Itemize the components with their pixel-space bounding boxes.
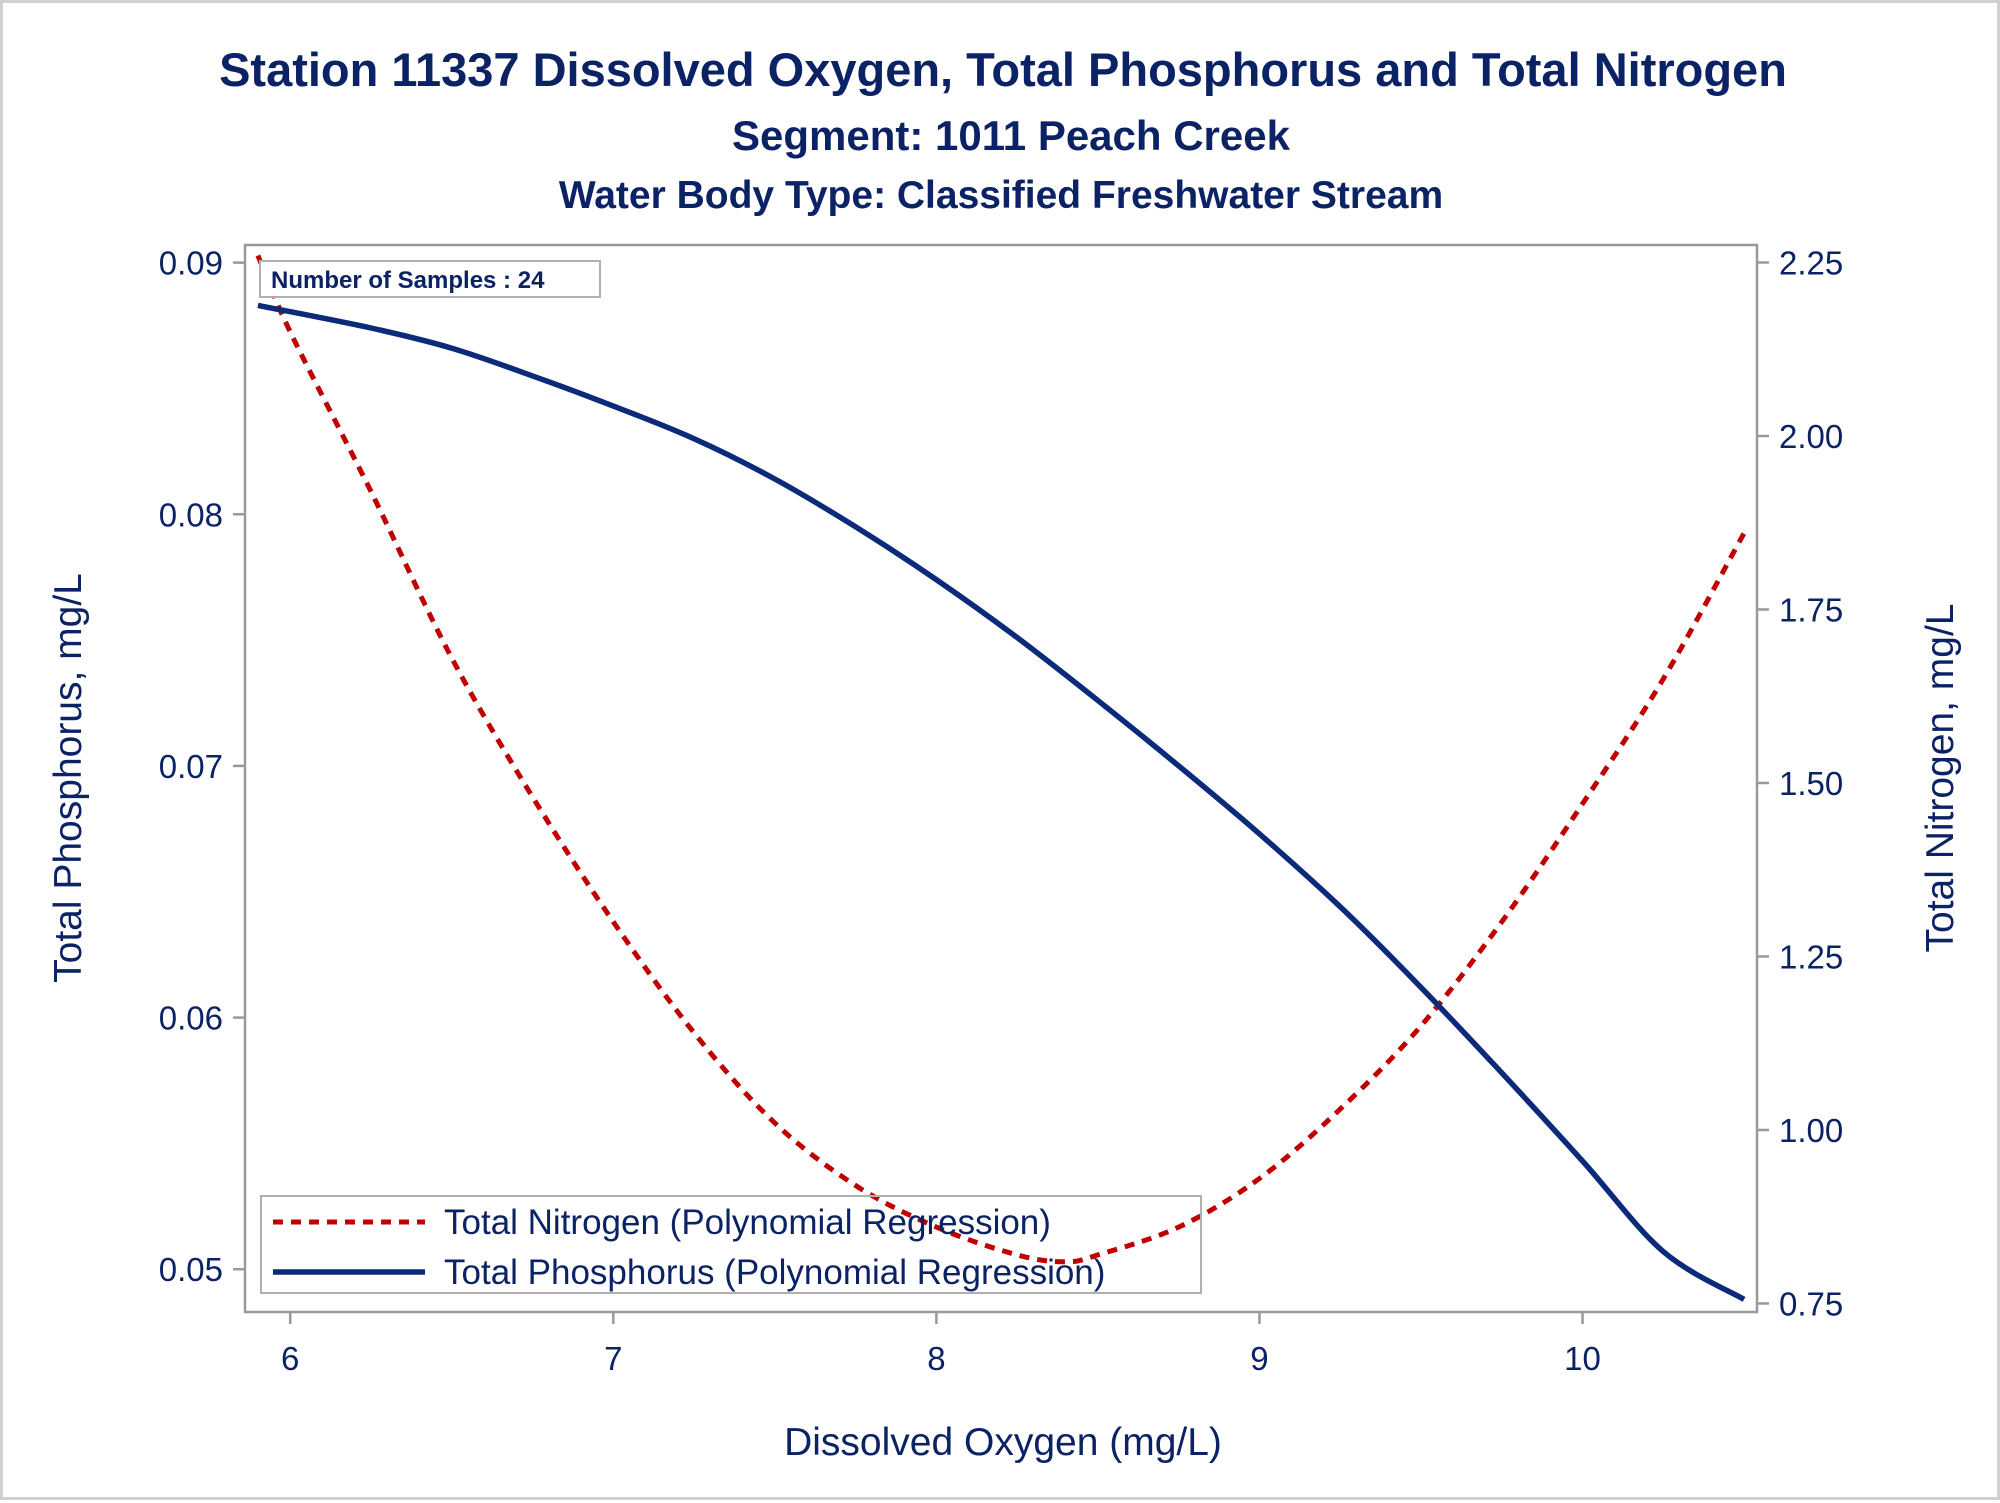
legend-box — [260, 1195, 1202, 1294]
samples-inset-box — [259, 260, 601, 298]
y-tick-label: 0.06 — [159, 1000, 223, 1037]
legend-label-nitrogen: Total Nitrogen (Polynomial Regression) — [444, 1203, 1051, 1242]
y-axis-right: 0.75 1.00 1.25 1.50 1.75 2.00 2.25 — [1757, 244, 1843, 1322]
plot-frame — [243, 243, 1759, 1314]
phosphorus-series-line — [257, 302, 1746, 1302]
x-axis-label: Dissolved Oxygen (mg/L) — [784, 1421, 1222, 1464]
chart-title: Station 11337 Dissolved Oxygen, Total Ph… — [219, 43, 1787, 96]
x-tick-label: 6 — [281, 1340, 299, 1377]
x-tick-label: 9 — [1250, 1340, 1268, 1377]
chart-svg: Station 11337 Dissolved Oxygen, Total Ph… — [47, 43, 1962, 1464]
y-axis-left: 0.05 0.06 0.07 0.08 0.09 — [159, 245, 245, 1288]
chart-subtitle: Segment: 1011 Peach Creek — [732, 112, 1291, 159]
y-axis-label-left: Total Phosphorus, mg/L — [47, 573, 90, 983]
legend-label-phosphorus: Total Phosphorus (Polynomial Regression) — [444, 1253, 1105, 1292]
y2-tick-label: 2.00 — [1779, 418, 1843, 455]
series-layer — [255, 254, 1747, 1302]
y-tick-label: 0.05 — [159, 1251, 223, 1288]
y-tick-label: 0.07 — [159, 748, 223, 785]
nitrogen-series-line — [255, 254, 1747, 1265]
y-tick-label: 0.09 — [159, 245, 223, 282]
y2-tick-label: 2.25 — [1779, 244, 1843, 281]
x-tick-label: 10 — [1564, 1340, 1601, 1377]
samples-inset-label: Number of Samples : 24 — [271, 267, 545, 294]
y2-tick-label: 1.50 — [1779, 765, 1843, 802]
y2-tick-label: 1.00 — [1779, 1112, 1843, 1149]
legend: Total Nitrogen (Polynomial Regression) To… — [273, 1203, 1105, 1292]
y-axis-label-right: Total Nitrogen, mg/L — [1919, 603, 1962, 952]
x-tick-label: 7 — [604, 1340, 622, 1377]
y-tick-label: 0.08 — [159, 496, 223, 533]
y2-tick-label: 0.75 — [1779, 1285, 1843, 1322]
y2-tick-label: 1.75 — [1779, 591, 1843, 628]
x-axis: 6 7 8 9 10 — [281, 1312, 1601, 1377]
y2-tick-label: 1.25 — [1779, 938, 1843, 975]
x-tick-label: 8 — [927, 1340, 945, 1377]
chart-subtitle-2: Water Body Type: Classified Freshwater S… — [559, 174, 1443, 217]
